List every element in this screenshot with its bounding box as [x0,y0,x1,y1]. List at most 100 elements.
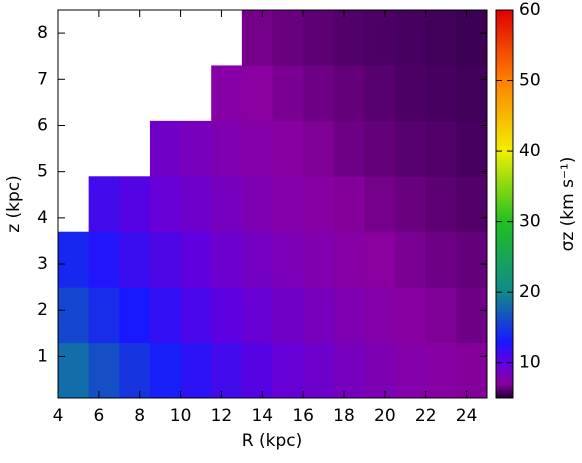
heatmap-cell [425,287,457,344]
heatmap-cell [272,342,304,399]
heatmap-cell [211,65,243,122]
heatmap-cell [272,231,304,288]
heatmap-cell [149,287,182,344]
x-tick-label: 4 [53,406,64,426]
heatmap-cell [119,342,151,399]
heatmap-cell [364,65,396,122]
heatmap-cell [272,10,304,66]
x-tick-label: 18 [333,406,355,426]
colorbar-tick-label: 30 [519,212,541,232]
heatmap-cell [241,120,273,177]
x-tick-label: 20 [374,406,396,426]
heatmap-cell [241,287,273,344]
heatmap-cell [119,287,151,344]
heatmap-cell [241,10,273,66]
colorbar-tick-label: 40 [519,141,541,161]
heatmap-cell [456,65,488,122]
heatmap-cell [303,231,335,288]
heatmap-cell [119,231,151,288]
heatmap-cell [395,342,427,399]
heatmap-cell [425,65,457,122]
heatmap-cell [303,342,335,399]
heatmap-cell [180,342,212,399]
heatmap [58,10,488,399]
heatmap-cell [425,176,457,233]
heatmap-cell [180,287,212,344]
heatmap-cell [425,342,457,399]
heatmap-cell [303,120,335,177]
x-tick-label: 10 [170,406,192,426]
heatmap-cell [241,342,273,399]
heatmap-cell [395,176,427,233]
heatmap-cell [211,342,243,399]
heatmap-cell [88,231,120,288]
y-tick-label: 7 [37,69,48,89]
heatmap-cell [395,10,427,66]
heatmap-cell [456,287,488,344]
heatmap-cell [272,120,304,177]
heatmap-cell [364,287,396,344]
y-tick-label: 2 [37,300,48,320]
colorbar-tick-label: 10 [519,353,541,373]
heatmap-cell [303,176,335,233]
heatmap-cell [364,342,396,399]
heatmap-cell [364,120,396,177]
colorbar [495,9,514,399]
heatmap-cell [425,120,457,177]
heatmap-cell [58,231,90,288]
heatmap-cell [425,231,457,288]
heatmap-cell [149,342,182,399]
heatmap-cell [149,120,182,177]
heatmap-cell [272,65,304,122]
heatmap-cell [333,231,365,288]
heatmap-cell [303,10,335,66]
y-tick-label: 3 [37,254,48,274]
heatmap-cell [456,231,488,288]
y-tick-label: 4 [37,208,48,228]
heatmap-cell [180,120,212,177]
heatmap-cell [180,176,212,233]
heatmap-cell [149,231,182,288]
x-axis-label: R (kpc) [242,431,302,451]
heatmap-cell [456,120,488,177]
heatmap-cell [303,287,335,344]
heatmap-cell [333,120,365,177]
heatmap-cell [88,342,120,399]
heatmap-cell [58,287,90,344]
heatmap-cell [211,231,243,288]
heatmap-cell [395,120,427,177]
heatmap-cell [333,287,365,344]
x-tick-label: 6 [93,406,104,426]
heatmap-cell [364,10,396,66]
heatmap-cell [395,231,427,288]
x-tick-label: 8 [134,406,145,426]
y-tick-label: 8 [37,23,48,43]
heatmap-cell [119,176,151,233]
heatmap-cell [88,287,120,344]
heatmap-cell [456,342,488,399]
heatmap-cell [303,65,335,122]
heatmap-cell [456,176,488,233]
heatmap-cell [241,65,273,122]
heatmap-cell [395,65,427,122]
heatmap-cell [333,342,365,399]
y-tick-label: 5 [37,162,48,182]
colorbar-tick-label: 50 [519,71,541,91]
heatmap-cell [364,176,396,233]
heatmap-cell [58,342,90,399]
x-tick-label: 14 [251,406,273,426]
y-tick-label: 1 [37,346,48,366]
heatmap-cell [211,120,243,177]
heatmap-cell [241,176,273,233]
heatmap-cell [364,231,396,288]
heatmap-cell [211,287,243,344]
heatmap-cell [88,176,120,233]
colorbar-label: σz (km s⁻¹) [558,157,578,252]
heatmap-cell [333,65,365,122]
heatmap-cell [180,231,212,288]
heatmap-cell [425,10,457,66]
heatmap-cell [456,10,488,66]
colorbar-tick-label: 20 [519,282,541,302]
x-tick-label: 12 [211,406,233,426]
